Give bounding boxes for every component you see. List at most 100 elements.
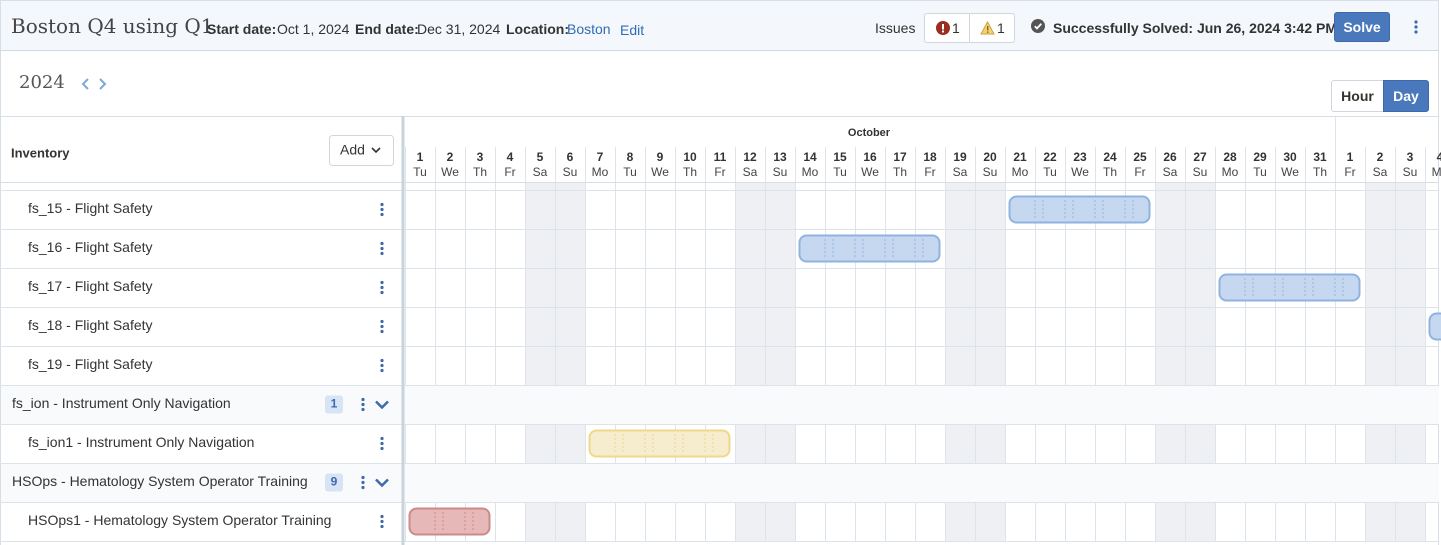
solve-button[interactable]: Solve (1334, 12, 1390, 42)
weekend-cell (1395, 307, 1425, 346)
issues-box[interactable]: 1 1 (924, 13, 1015, 43)
edit-link[interactable]: Edit (620, 22, 645, 38)
schedule-grid: Inventory Add October 1Tu2We3Th4Fr5Sa6Su… (0, 116, 1441, 545)
menu-icon[interactable] (1412, 19, 1420, 35)
weekday: Mo (1222, 165, 1239, 179)
day-number: 1 (417, 150, 424, 164)
weekend-cell (765, 502, 795, 541)
weekday: We (1281, 165, 1299, 179)
location[interactable]: Boston (567, 21, 611, 37)
weekend-cell (1365, 229, 1395, 268)
day-number: 26 (1163, 150, 1177, 164)
weekend-cell (1185, 268, 1215, 307)
item-label: fs_18 - Flight Safety (28, 317, 153, 333)
weekend-cell (1365, 268, 1395, 307)
day-number: 24 (1103, 150, 1117, 164)
day-number: 3 (1407, 150, 1414, 164)
day-number: 9 (657, 150, 664, 164)
weekend-cell (1185, 190, 1215, 229)
day-number: 5 (537, 150, 544, 164)
day-number: 30 (1283, 150, 1297, 164)
row-menu-dot (380, 514, 384, 519)
weekend-cell (1155, 190, 1185, 229)
weekday: Sa (1373, 165, 1388, 179)
day-number: 4 (1437, 150, 1441, 164)
weekday: Fr (504, 165, 515, 179)
weekday: Mo (1012, 165, 1029, 179)
weekend-cell (1185, 307, 1215, 346)
weekend-cell (555, 346, 585, 385)
year-arrows[interactable] (80, 77, 110, 91)
row-menu-dot (380, 441, 384, 446)
weekend-cell (1155, 502, 1185, 541)
weekday: Tu (623, 165, 637, 179)
weekday: Th (1103, 165, 1117, 179)
weekend-cell (1395, 346, 1425, 385)
weekend-cell (945, 346, 975, 385)
row-menu-dot (380, 207, 384, 212)
weekend-cell (1185, 229, 1215, 268)
weekend-cell (1365, 182, 1395, 190)
day-number: 31 (1313, 150, 1327, 164)
weekend-cell (945, 182, 975, 190)
row-menu-dot (380, 290, 384, 295)
add-label[interactable]: Add (340, 142, 365, 158)
item-label: HSOps1 - Hematology System Operator Trai… (28, 512, 331, 528)
weekend-cell (735, 190, 765, 229)
add-button[interactable] (329, 135, 394, 166)
weekday: Fr (1344, 165, 1355, 179)
hour-button[interactable]: Hour (1331, 80, 1384, 112)
row-menu-dot (380, 241, 384, 246)
day-number: 13 (773, 150, 787, 164)
row-menu-dot (380, 363, 384, 368)
day-number: 29 (1253, 150, 1267, 164)
row-menu-dot (361, 407, 365, 412)
weekend-cell (1155, 229, 1185, 268)
title: Boston Q4 using Q1 (11, 14, 214, 38)
weekend-cell (735, 229, 765, 268)
day-number: 18 (923, 150, 937, 164)
weekday: Su (1193, 165, 1208, 179)
error-icon (936, 21, 950, 35)
weekend-cell (1155, 346, 1185, 385)
weekend-cell (525, 268, 555, 307)
day-number: 16 (863, 150, 877, 164)
header: Boston Q4 using Q1 Start date: Oct 1, 20… (0, 0, 1439, 51)
collapse-chevron (375, 400, 389, 410)
group-row-bg (403, 385, 1439, 424)
weekend-cell (945, 502, 975, 541)
warning-icon (980, 21, 995, 35)
weekend-cell (975, 182, 1005, 190)
row-menu-dot (380, 436, 384, 441)
error-count: 1 (952, 20, 960, 36)
weekend-cell (945, 268, 975, 307)
weekend-cell (1155, 268, 1185, 307)
day-number: 17 (893, 150, 907, 164)
weekend-cell (1365, 502, 1395, 541)
weekend-cell (1365, 307, 1395, 346)
day-number: 3 (477, 150, 484, 164)
row-menu-dot (380, 202, 384, 207)
weekend-cell (525, 502, 555, 541)
weekday: Su (563, 165, 578, 179)
activity-bar (798, 234, 941, 263)
row-menu-dot (380, 212, 384, 217)
weekend-cell (1365, 424, 1395, 463)
weekend-cell (765, 424, 795, 463)
weekend-cell (1395, 182, 1425, 190)
row-menu-dot (361, 480, 365, 485)
weekend-cell (525, 424, 555, 463)
weekend-cell (1395, 424, 1425, 463)
day-button[interactable]: Day (1383, 80, 1429, 112)
year: 2024 (19, 72, 65, 93)
divider (969, 14, 970, 42)
weekend-cell (1185, 502, 1215, 541)
weekday: Sa (953, 165, 968, 179)
weekend-cell (555, 190, 585, 229)
issues-label: Issues (875, 20, 916, 36)
count: 1 (331, 397, 338, 411)
day-number: 14 (803, 150, 817, 164)
day-number: 22 (1043, 150, 1057, 164)
day-number: 6 (567, 150, 574, 164)
